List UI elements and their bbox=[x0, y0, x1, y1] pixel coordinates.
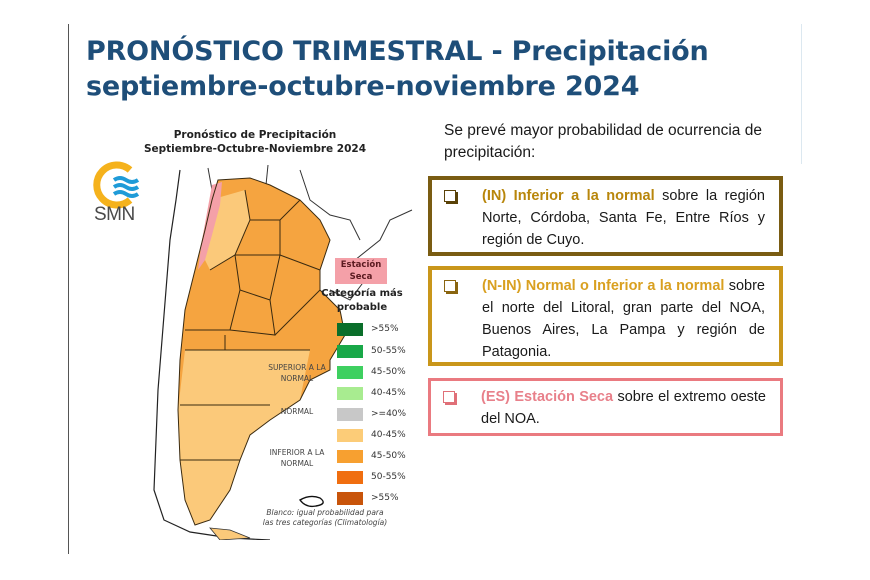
legend-value: 50-55% bbox=[371, 472, 406, 482]
legend-item-above-40-45: 40-45% bbox=[337, 386, 417, 400]
map-title: Pronóstico de Precipitación Septiembre-O… bbox=[120, 128, 390, 156]
dry-season-legend-label: Estación Seca bbox=[335, 258, 387, 284]
map-title-line-1: Pronóstico de Precipitación bbox=[173, 129, 337, 141]
legend-item-below-55: >55% bbox=[337, 491, 417, 505]
left-divider bbox=[68, 24, 69, 554]
forecast-box-normal-or-below: (N-IN) Normal o Inferior a la normal sob… bbox=[428, 266, 783, 366]
forecast-category-label: (N-IN) Normal o Inferior a la normal bbox=[482, 278, 725, 294]
legend-swatch bbox=[337, 386, 363, 400]
legend-value: 40-45% bbox=[371, 430, 406, 440]
legend-title: Categoría más probable bbox=[312, 287, 412, 315]
legend-item-above-50-55: 50-55% bbox=[337, 344, 417, 358]
legend-title-line-1: Categoría más bbox=[321, 288, 403, 299]
forecast-region-text: sobre la región Norte, Córdoba, Santa Fe… bbox=[482, 188, 765, 248]
map-title-line-2: Septiembre-Octubre-Noviembre 2024 bbox=[143, 143, 367, 155]
legend-swatch bbox=[337, 365, 363, 379]
argentina-forecast-map bbox=[153, 164, 413, 540]
smn-logo-icon bbox=[93, 161, 140, 209]
legend-item-above-55: >55% bbox=[337, 322, 417, 336]
title-line-2: septiembre-octubre-noviembre 2024 bbox=[86, 71, 640, 102]
footnote-line-2: las tres categorías (Climatología) bbox=[262, 518, 388, 527]
legend-swatch bbox=[337, 470, 363, 484]
forecast-region-text: sobre el extremo oeste del NOA. bbox=[481, 389, 766, 427]
page-title: PRONÓSTICO TRIMESTRAL - Precipitación se… bbox=[86, 34, 709, 104]
legend-swatch bbox=[337, 322, 363, 336]
legend-title-line-2: probable bbox=[336, 302, 388, 313]
smn-logo-text: SMN bbox=[94, 204, 135, 225]
legend-swatch bbox=[337, 407, 363, 421]
forecast-category-label: (ES) Estación Seca bbox=[481, 389, 614, 405]
legend-value: >55% bbox=[371, 324, 399, 334]
legend-item-below-40-45: 40-45% bbox=[337, 428, 417, 442]
forecast-intro: Se prevé mayor probabilidad de ocurrenci… bbox=[444, 122, 762, 161]
forecast-box-dry-season: (ES) Estación Seca sobre el extremo oest… bbox=[428, 378, 783, 436]
legend-swatch bbox=[337, 491, 363, 505]
checkbox-bullet-icon bbox=[443, 391, 455, 403]
checkbox-bullet-icon bbox=[444, 280, 456, 292]
legend-value: >55% bbox=[371, 493, 399, 503]
forecast-category-label: (IN) Inferior a la normal bbox=[482, 188, 655, 204]
forecast-box-below-normal: (IN) Inferior a la normal sobre la regió… bbox=[428, 176, 783, 256]
forecast-region-text: sobre el norte del Litoral, gran parte d… bbox=[482, 278, 765, 360]
legend-item-normal: >=40% bbox=[337, 407, 417, 421]
right-divider bbox=[801, 24, 802, 164]
legend-group-normal: NORMAL bbox=[280, 407, 314, 416]
legend-value: >=40% bbox=[371, 409, 407, 419]
footnote-line-1: Blanco: igual probabilidad para bbox=[266, 508, 384, 517]
dry-season-label-line-1: Estación bbox=[340, 260, 382, 270]
legend-value: 50-55% bbox=[371, 346, 406, 356]
legend-footnote: Blanco: igual probabilidad para las tres… bbox=[240, 508, 410, 528]
legend-swatch bbox=[337, 344, 363, 358]
forecast-text: (IN) Inferior a la normal sobre la regió… bbox=[482, 185, 765, 248]
legend-value: 45-50% bbox=[371, 451, 406, 461]
legend-swatch bbox=[337, 428, 363, 442]
legend-item-below-50-55: 50-55% bbox=[337, 470, 417, 484]
legend-item-below-45-50: 45-50% bbox=[337, 449, 417, 463]
legend-item-above-45-50: 45-50% bbox=[337, 365, 417, 379]
forecast-text: (ES) Estación Seca sobre el extremo oest… bbox=[481, 386, 766, 427]
legend-group-above-normal: SUPERIOR A LA NORMAL bbox=[268, 363, 326, 383]
legend-value: 45-50% bbox=[371, 367, 406, 377]
checkbox-bullet-icon bbox=[444, 190, 456, 202]
dry-season-label-line-2: Seca bbox=[349, 272, 373, 282]
legend-group-below-normal: INFERIOR A LA NORMAL bbox=[269, 448, 325, 468]
forecast-text: (N-IN) Normal o Inferior a la normal sob… bbox=[482, 275, 765, 360]
title-line-1: PRONÓSTICO TRIMESTRAL - Precipitación bbox=[86, 36, 709, 67]
legend-swatch bbox=[337, 449, 363, 463]
legend-value: 40-45% bbox=[371, 388, 406, 398]
